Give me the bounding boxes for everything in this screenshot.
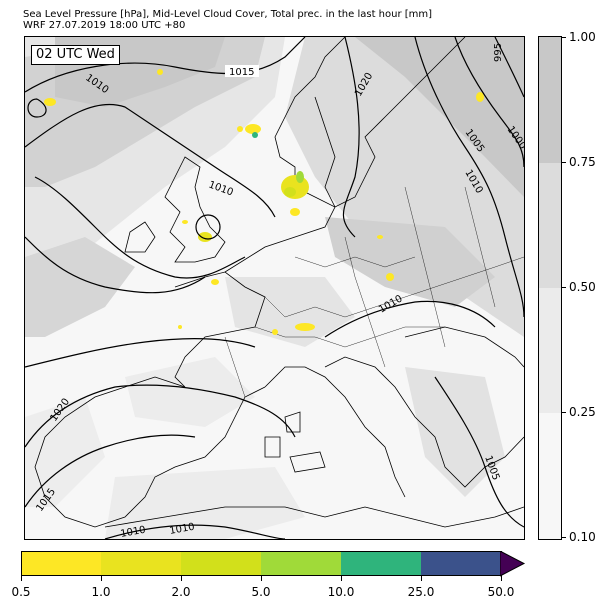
precip-segment <box>421 551 501 575</box>
cloud-tick <box>561 412 566 413</box>
precip-tick <box>101 576 102 581</box>
chart-title: Sea Level Pressure [hPa], Mid-Level Clou… <box>23 9 433 20</box>
time-label: 02 UTC Wed <box>31 45 120 65</box>
border-layer <box>224 186 524 398</box>
isobar-label-bg <box>225 65 259 77</box>
coastline-layer <box>34 37 524 528</box>
isobar-label: 1010 <box>169 522 196 537</box>
cloud-tick-label: 0.75 <box>569 155 596 169</box>
precip-segment <box>21 551 101 575</box>
precip-tick-label: 5.0 <box>251 585 271 599</box>
isobar-layer <box>25 37 524 539</box>
isobar-label: 1010 <box>120 525 147 539</box>
cloud-segment <box>539 288 561 413</box>
precip-tick <box>421 576 422 581</box>
isobar-label: 995 <box>493 43 504 62</box>
cloud-tick-label: 0.10 <box>569 530 596 544</box>
cloud-tick-label: 0.50 <box>569 280 596 294</box>
cloud-tick <box>561 537 566 538</box>
cloud-tick <box>561 37 566 38</box>
precip-extend-arrow <box>500 551 526 577</box>
cloud-cover-colorbar <box>538 36 562 540</box>
precip-segment <box>101 551 181 575</box>
map-canvas: 1015 1010 1010 1020 1005 1000 995 1010 1… <box>25 37 524 539</box>
cloud-segment <box>539 413 561 539</box>
precip-colorbar-frame <box>21 551 502 576</box>
cloud-tick <box>561 162 566 163</box>
precipitation-colorbar <box>21 551 503 576</box>
precipitation-layer <box>44 69 484 335</box>
precip-segment <box>341 551 421 575</box>
precip-tick-label: 25.0 <box>407 585 435 599</box>
precip-tick-label: 50.0 <box>487 585 515 599</box>
cloud-segment <box>539 163 561 288</box>
chart-subtitle: WRF 27.07.2019 18:00 UTC +80 <box>23 20 186 31</box>
cloud-tick-label: 0.25 <box>569 405 596 419</box>
isobar-label: 1015 <box>229 67 254 78</box>
precip-tick <box>341 576 342 581</box>
cloud-cover-layer <box>25 37 524 539</box>
precip-segment <box>261 551 341 575</box>
precip-tick <box>501 576 502 581</box>
precip-segment <box>181 551 261 575</box>
precip-tick-label: 10.0 <box>327 585 355 599</box>
precip-tick-label: 1.0 <box>91 585 111 599</box>
precip-tick <box>181 576 182 581</box>
cloud-tick <box>561 287 566 288</box>
precip-arrow-shape <box>500 551 526 577</box>
cloud-tick-label: 1.00 <box>569 30 596 44</box>
precip-tick <box>21 576 22 581</box>
precip-tick-label: 0.5 <box>11 585 31 599</box>
weather-map: 1015 1010 1010 1020 1005 1000 995 1010 1… <box>24 36 525 540</box>
precip-tick-label: 2.0 <box>171 585 191 599</box>
cloud-segment <box>539 37 561 163</box>
precip-tick <box>261 576 262 581</box>
